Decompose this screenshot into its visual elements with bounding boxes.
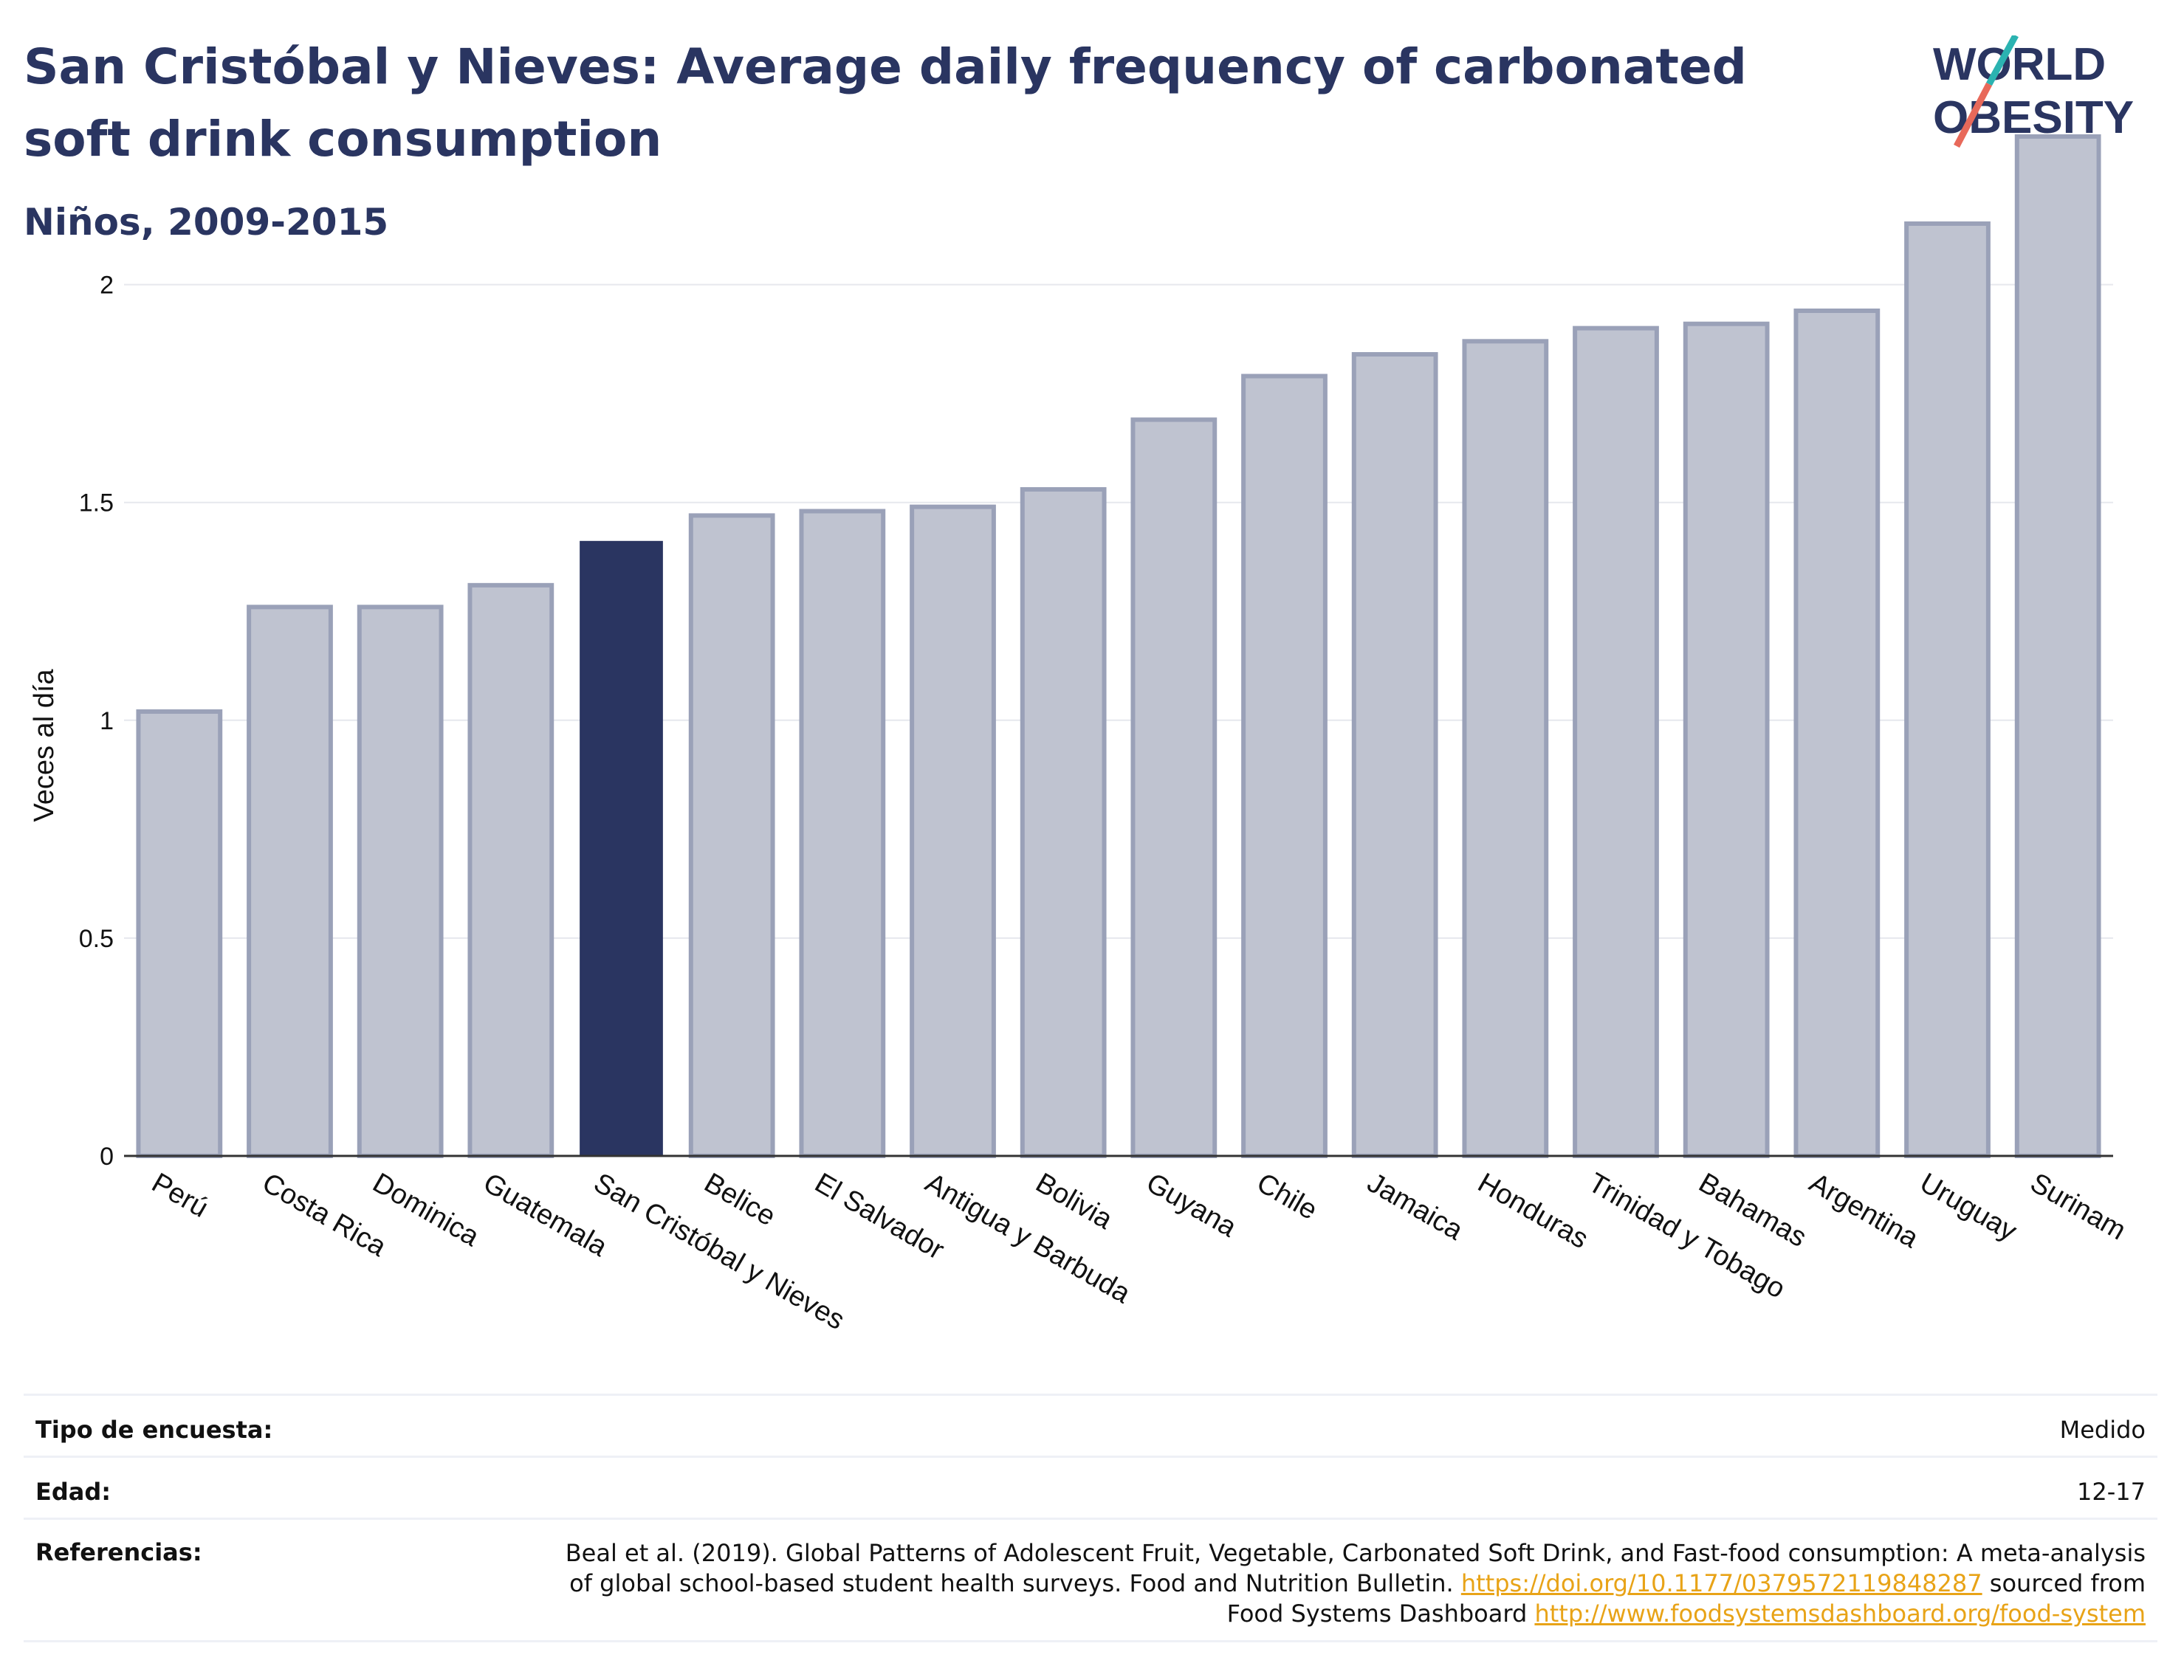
x-tick-label: Argentina: [1804, 1167, 1924, 1254]
bar: [247, 605, 333, 1158]
survey-type-value: Medido: [2059, 1416, 2146, 1444]
divider-top: [24, 1394, 2157, 1396]
bars: [136, 134, 2101, 1159]
bar: [136, 709, 223, 1158]
reference-line-3-text: Food Systems Dashboard: [1226, 1600, 1528, 1628]
y-tick-label: 0: [100, 1143, 114, 1171]
reference-line-3: Food Systems Dashboard http://www.foodsy…: [374, 1599, 2146, 1629]
x-tick-label: Bolivia: [1031, 1167, 1119, 1236]
x-tick-label: Guyana: [1141, 1167, 1242, 1243]
x-tick-label: Surinam: [2025, 1167, 2132, 1246]
bar: [1241, 373, 1328, 1159]
divider-age: [24, 1518, 2157, 1520]
bar: [2014, 134, 2101, 1158]
age-label: Edad:: [35, 1478, 111, 1506]
bar: [1683, 321, 1770, 1158]
bar: [1573, 326, 1659, 1158]
bar: [357, 605, 444, 1158]
bar: [1462, 339, 1549, 1158]
references-label: Referencias:: [35, 1538, 202, 1566]
x-tick-label: Belice: [699, 1167, 781, 1232]
logo-coral-stroke: [1954, 82, 1992, 148]
x-tick-label: Guatemala: [478, 1167, 613, 1263]
bar: [1020, 486, 1107, 1158]
y-axis-label: Veces al día: [29, 669, 60, 822]
bar: [799, 509, 886, 1158]
logo-teal-stroke: [1986, 35, 2019, 86]
x-tick-label: Trinidad y Tobago: [1583, 1167, 1790, 1304]
y-tick-label: 1.5: [79, 489, 114, 517]
logo-word-world: WORLD: [1933, 39, 2106, 90]
x-tick-label: Jamaica: [1362, 1167, 1469, 1247]
bar-highlighted: [580, 540, 663, 1157]
x-tick-label: Perú: [146, 1167, 213, 1224]
bar: [467, 582, 554, 1158]
bar: [1351, 352, 1438, 1158]
doi-link[interactable]: https://doi.org/10.1177/0379572119848287: [1460, 1569, 1982, 1597]
bar: [688, 513, 775, 1158]
reference-line-2-text: of global school-based student health su…: [569, 1569, 1454, 1597]
reference-line-2-suffix: sourced from: [1989, 1569, 2146, 1597]
food-systems-link[interactable]: http://www.foodsystemsdashboard.org/food…: [1534, 1600, 2146, 1628]
divider-survey: [24, 1456, 2157, 1458]
y-tick-label: 0.5: [79, 925, 114, 953]
bar: [1130, 417, 1218, 1158]
age-value: 12-17: [2077, 1478, 2146, 1506]
x-tick-label: Honduras: [1472, 1167, 1593, 1255]
bar: [910, 504, 996, 1158]
y-tick-label: 1: [100, 707, 114, 735]
chart-title: San Cristóbal y Nieves: Average daily fr…: [24, 38, 1747, 168]
references-text: Beal et al. (2019). Global Patterns of A…: [374, 1538, 2146, 1629]
reference-line-1: Beal et al. (2019). Global Patterns of A…: [565, 1539, 2146, 1567]
x-tick-label: Antigua y Barbuda: [920, 1167, 1136, 1309]
bar: [1904, 221, 1991, 1158]
reference-line-2: of global school-based student health su…: [374, 1569, 2146, 1599]
divider-bottom: [24, 1640, 2157, 1642]
y-tick-label: 2: [100, 272, 114, 300]
survey-type-label: Tipo de encuesta:: [35, 1416, 273, 1444]
x-tick-label: Chile: [1251, 1167, 1322, 1226]
bar: [1793, 309, 1881, 1159]
chart-subtitle: Niños, 2009-2015: [24, 201, 389, 244]
grid-lines: [124, 283, 2113, 939]
x-tick-label: Costa Rica: [257, 1167, 392, 1263]
x-tick-label: Uruguay: [1915, 1167, 2022, 1247]
